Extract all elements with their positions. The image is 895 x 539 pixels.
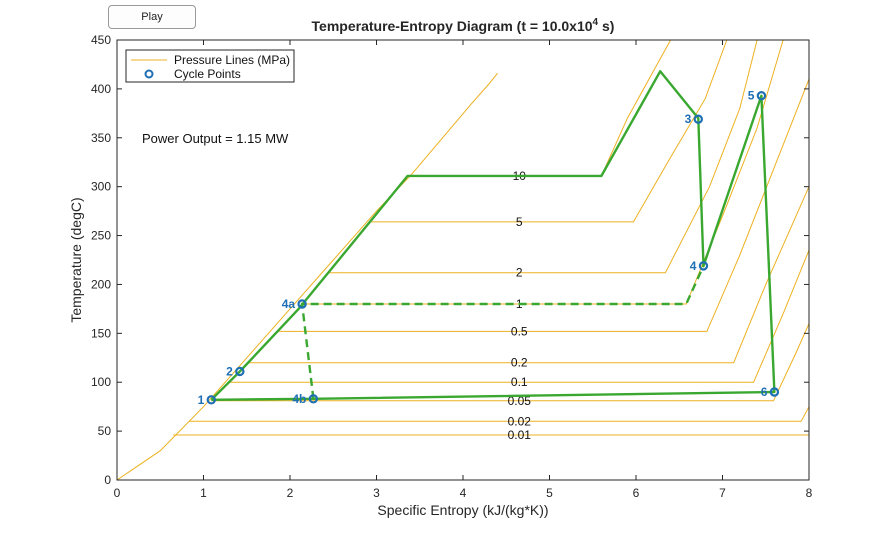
pressure-line-2 [328, 40, 758, 274]
x-axis-label: Specific Entropy (kJ/(kg*K)) [377, 502, 548, 518]
x-tick-label-5: 5 [546, 486, 553, 500]
cycle-point-label-2: 2 [226, 364, 233, 378]
legend-pressure-label: Pressure Lines (MPa) [174, 53, 290, 67]
y-tick-label-250: 250 [91, 229, 111, 243]
play-button[interactable]: Play [108, 5, 196, 29]
title-end: s) [598, 18, 614, 34]
power-output-annotation: Power Output = 1.15 MW [142, 131, 289, 146]
y-tick-label-350: 350 [91, 131, 111, 145]
cycle-point-1 [206, 395, 216, 405]
pressure-line-0.5 [277, 78, 809, 332]
pressure-label-0.1: 0.1 [511, 375, 528, 389]
y-tick-label-200: 200 [91, 277, 111, 291]
x-tick-label-3: 3 [373, 486, 380, 500]
y-tick-label-150: 150 [91, 326, 111, 340]
pressure-line-0.2 [249, 186, 809, 364]
title-main: Temperature-Entropy Diagram (t = 10.0x10 [312, 18, 593, 34]
cycle-path [210, 70, 776, 401]
cycle-point-3 [693, 114, 703, 124]
y-tick-label-400: 400 [91, 82, 111, 96]
cycle-dashed-path [300, 265, 705, 399]
x-tick-label-4: 4 [460, 486, 467, 500]
x-tick-label-0: 0 [114, 486, 121, 500]
title-exponent: 4 [593, 17, 599, 28]
x-tick-label-8: 8 [806, 486, 813, 500]
pressure-line-0.1 [229, 250, 809, 383]
cycle-point-label-5: 5 [748, 89, 755, 103]
chart-title: Temperature-Entropy Diagram (t = 10.0x10… [312, 17, 615, 34]
cycle-point-label-1: 1 [198, 393, 205, 407]
cycle-point-label-4a: 4a [282, 297, 296, 311]
cycle-point-label-4b: 4b [292, 392, 306, 406]
cycle-point-4a [297, 299, 307, 309]
legend-box [125, 49, 295, 83]
legend-cycle-label: Cycle Points [174, 67, 241, 81]
pressure-line-0.02 [188, 406, 809, 422]
pressure-label-0.5: 0.5 [511, 324, 528, 338]
cycle-point-4 [698, 261, 709, 271]
y-axis-label: Temperature (degC) [68, 197, 84, 322]
axis-ticks: 0 1 2 3 4 5 6 7 8 0 50 100 150 200 250 300 350 400 450 [91, 33, 813, 500]
cycle-point-label-4: 4 [690, 259, 697, 273]
pressure-label-0.05: 0.05 [508, 394, 532, 408]
y-tick-label-0: 0 [104, 473, 111, 487]
y-tick-label-450: 450 [91, 33, 111, 47]
pressure-line-0.05 [211, 323, 809, 402]
pressure-label-0.01: 0.01 [508, 428, 532, 442]
x-tick-label-1: 1 [200, 486, 207, 500]
pressure-line-1 [302, 40, 784, 305]
pressure-line-10 [407, 40, 672, 177]
pressure-label-0.02: 0.02 [508, 414, 532, 428]
cycle-point-5 [756, 91, 767, 101]
cycle-point-6 [769, 387, 780, 397]
pressure-line-5 [369, 40, 728, 223]
cycle-point-4b [308, 394, 319, 404]
x-tick-label-6: 6 [633, 486, 640, 500]
y-tick-label-50: 50 [98, 424, 112, 438]
x-tick-label-7: 7 [719, 486, 726, 500]
legend: Pressure Lines (MPa) Cycle Points [125, 49, 295, 83]
x-tick-label-2: 2 [287, 486, 294, 500]
cycle-point-label-6: 6 [761, 385, 768, 399]
pressure-label-2: 2 [516, 266, 523, 280]
legend-cycle-marker [144, 69, 154, 79]
pressure-label-5: 5 [516, 215, 523, 229]
y-tick-label-300: 300 [91, 180, 111, 194]
pressure-label-0.2: 0.2 [511, 356, 528, 370]
cycle-point-label-3: 3 [685, 112, 692, 126]
y-tick-label-100: 100 [91, 375, 111, 389]
cycle-point-2 [235, 366, 245, 377]
